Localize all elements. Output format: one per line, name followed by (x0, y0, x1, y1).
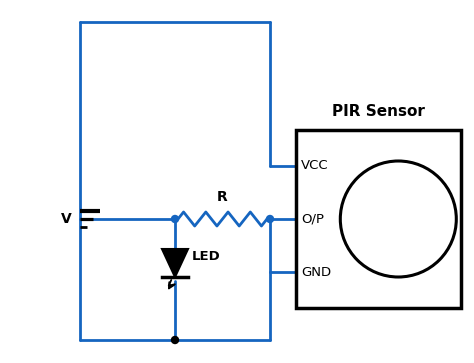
Text: V: V (61, 212, 72, 226)
Circle shape (340, 161, 456, 277)
Circle shape (266, 216, 273, 223)
Circle shape (172, 337, 179, 343)
Text: R: R (217, 190, 228, 204)
Text: O/P: O/P (301, 212, 324, 225)
Text: LED: LED (192, 250, 221, 264)
Text: PIR Sensor: PIR Sensor (332, 105, 425, 119)
Text: GND: GND (301, 266, 331, 279)
Bar (296, 130, 461, 308)
Polygon shape (162, 249, 188, 277)
Circle shape (172, 216, 179, 223)
Text: VCC: VCC (301, 159, 328, 172)
